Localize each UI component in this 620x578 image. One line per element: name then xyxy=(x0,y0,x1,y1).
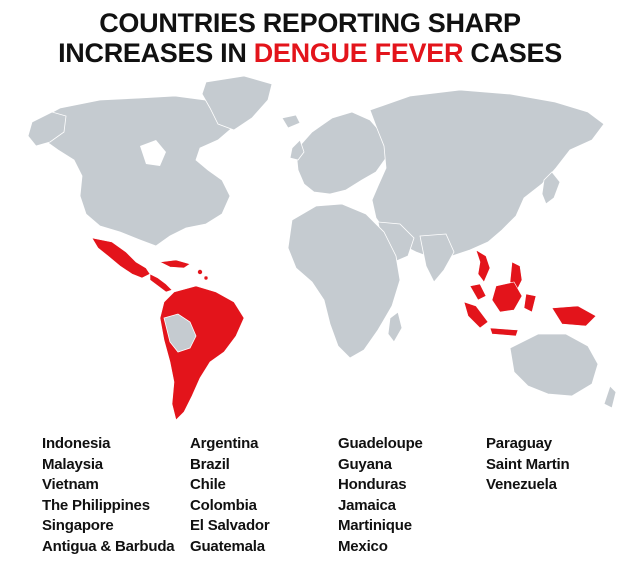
country-name: Antigua & Barbuda xyxy=(42,537,175,555)
landmass-africa xyxy=(287,203,401,359)
country-name: Colombia xyxy=(190,496,257,514)
landmass-japan xyxy=(541,171,561,205)
country-name: Argentina xyxy=(190,435,259,452)
region-caribbean-islands xyxy=(197,269,203,275)
world-map xyxy=(27,75,617,421)
country-name: Martinique xyxy=(338,517,412,534)
title-line-1: COUNTRIES REPORTING SHARP xyxy=(99,8,521,38)
landmass-new-zealand xyxy=(603,385,617,409)
landmass-madagascar xyxy=(387,311,403,343)
region-vietnam xyxy=(475,249,491,283)
country-name: Jamaica xyxy=(338,496,396,514)
region-papua xyxy=(551,305,597,327)
region-south-america xyxy=(159,285,245,421)
region-java xyxy=(489,327,519,337)
country-name: Mexico xyxy=(338,537,388,555)
landmass-north-america xyxy=(37,95,233,247)
country-name: Honduras xyxy=(338,476,407,493)
region-sulawesi xyxy=(523,293,537,313)
country-column-1: Indonesia Malaysia Vietnam The Philippin… xyxy=(42,434,175,557)
country-column-3: Guadeloupe Guyana Honduras Jamaica Marti… xyxy=(338,434,423,557)
landmass-india xyxy=(419,233,455,283)
country-name: The Philippines xyxy=(42,496,150,514)
country-name: Brazil xyxy=(190,455,230,473)
map-title: COUNTRIES REPORTING SHARP INCREASES IN D… xyxy=(0,8,620,68)
region-caribbean xyxy=(158,259,191,269)
landmass-asia xyxy=(369,89,605,259)
country-column-2: Argentina Brazil Chile Colombia El Salva… xyxy=(190,434,270,557)
country-name: Guyana xyxy=(338,455,392,473)
title-highlight: DENGUE FEVER xyxy=(253,38,464,68)
landmass-peru-bolivia xyxy=(163,313,197,353)
country-name: Indonesia xyxy=(42,435,111,452)
country-name: Venezuela xyxy=(486,476,557,493)
landmass-greenland xyxy=(201,75,273,131)
country-name: Saint Martin xyxy=(486,455,570,473)
title-line-2-prefix: INCREASES IN xyxy=(58,38,254,68)
region-sumatra xyxy=(463,301,489,329)
country-name: Paraguay xyxy=(486,435,552,452)
region-central-america xyxy=(149,273,173,293)
country-name: Malaysia xyxy=(42,455,103,473)
country-name: Chile xyxy=(190,476,226,493)
landmass-australia xyxy=(509,333,599,397)
region-malaysia xyxy=(469,283,487,301)
country-name: Singapore xyxy=(42,517,114,534)
country-name: Vietnam xyxy=(42,476,99,493)
landmass-europe xyxy=(295,111,387,195)
country-name: El Salvador xyxy=(190,517,270,534)
country-name: Guadeloupe xyxy=(338,435,423,452)
country-name: Guatemala xyxy=(190,537,265,555)
country-column-4: Paraguay Saint Martin Venezuela xyxy=(486,434,570,496)
region-mexico xyxy=(91,237,151,279)
title-line-2: INCREASES IN DENGUE FEVER CASES xyxy=(0,38,620,68)
landmass-uk xyxy=(289,139,305,161)
landmass-iceland xyxy=(281,114,301,129)
title-line-2-suffix: CASES xyxy=(463,38,562,68)
country-lists: Indonesia Malaysia Vietnam The Philippin… xyxy=(42,434,602,574)
region-borneo xyxy=(491,281,523,313)
landmass-alaska xyxy=(27,111,67,147)
